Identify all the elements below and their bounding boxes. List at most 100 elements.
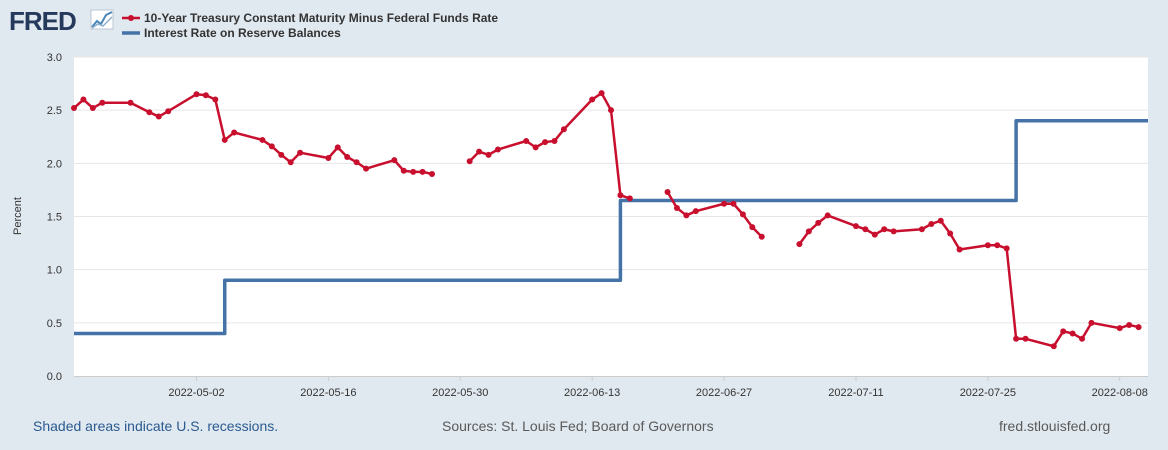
data-point (871, 231, 878, 238)
data-point (99, 99, 106, 106)
recession-note[interactable]: Shaded areas indicate U.S. recessions. (33, 418, 279, 434)
fred-logo-chart-icon (90, 9, 114, 30)
data-point (852, 223, 859, 230)
data-point (956, 246, 963, 253)
data-point (824, 212, 831, 219)
data-point (287, 159, 294, 166)
legend-item: Interest Rate on Reserve Balances (122, 26, 341, 40)
data-point (410, 168, 417, 175)
legend-item: 10-Year Treasury Constant Maturity Minus… (122, 11, 498, 25)
data-point (523, 138, 530, 145)
x-tick-label: 2022-05-30 (432, 387, 488, 399)
data-point (193, 91, 200, 98)
data-point (994, 242, 1001, 249)
data-point (165, 108, 172, 115)
legend-label: Interest Rate on Reserve Balances (144, 26, 341, 40)
data-point (202, 92, 209, 99)
data-point (476, 148, 483, 155)
site-url[interactable]: fred.stlouisfed.org (999, 418, 1111, 434)
data-point (608, 107, 614, 114)
data-point (532, 144, 539, 151)
data-point (928, 220, 935, 227)
legend-marker (128, 15, 134, 21)
series-reserve-rate (74, 119, 1148, 336)
sources-text: Sources: St. Louis Fed; Board of Governo… (442, 418, 714, 434)
data-point (626, 195, 633, 202)
data-point (683, 212, 690, 219)
y-tick-label: 1.0 (47, 265, 62, 277)
x-tick-label: 2022-06-13 (564, 387, 620, 399)
data-point (937, 217, 944, 224)
data-point (862, 226, 869, 233)
data-point (542, 139, 549, 146)
data-point (796, 241, 803, 248)
data-point (231, 129, 238, 136)
x-tick-label: 2022-07-25 (960, 387, 1016, 399)
data-point (212, 96, 219, 103)
data-point (1003, 245, 1010, 252)
data-point (485, 151, 492, 158)
data-point (1116, 325, 1123, 332)
data-point (984, 242, 991, 249)
y-tick-label: 2.5 (47, 105, 62, 117)
series-layer (71, 90, 1148, 350)
y-tick-label: 3.0 (47, 52, 62, 64)
data-point (80, 96, 87, 103)
data-point (890, 228, 897, 235)
data-point (466, 158, 473, 165)
data-point (692, 208, 699, 215)
data-point (146, 109, 153, 116)
data-point (429, 170, 435, 177)
y-tick-label: 1.5 (47, 212, 62, 224)
y-tick-label: 0.0 (47, 371, 62, 383)
fred-logo[interactable]: FRED (9, 6, 114, 36)
data-point (400, 167, 407, 174)
data-point (673, 204, 680, 211)
data-point (127, 99, 134, 106)
data-point (739, 211, 746, 218)
data-point (297, 149, 304, 156)
data-point (730, 200, 737, 207)
data-point (494, 146, 501, 153)
data-point (1126, 321, 1133, 328)
data-point (721, 200, 728, 207)
data-point (278, 151, 285, 158)
legend-label: 10-Year Treasury Constant Maturity Minus… (144, 11, 498, 25)
data-point (560, 126, 567, 133)
data-point (353, 159, 360, 166)
y-tick-label: 2.0 (47, 158, 62, 170)
data-point (71, 105, 77, 112)
series-line (74, 119, 1148, 336)
data-point (259, 136, 266, 143)
x-tick-label: 2022-06-27 (696, 387, 752, 399)
data-point (391, 157, 398, 164)
y-tick-label: 0.5 (47, 318, 62, 330)
data-point (325, 155, 332, 162)
x-axis-ticks: 2022-05-02 2022-05-16 2022-05-30 2022-06-13… (168, 376, 1148, 399)
data-point (344, 153, 351, 160)
data-point (363, 165, 370, 172)
fred-logo-text: FRED (9, 6, 76, 36)
data-point (268, 143, 275, 150)
data-point (617, 192, 624, 199)
data-point (1050, 343, 1057, 350)
x-tick-label: 2022-05-16 (300, 387, 356, 399)
data-point (155, 113, 162, 120)
data-point (805, 228, 812, 235)
data-point (749, 224, 756, 231)
legend: 10-Year Treasury Constant Maturity Minus… (122, 11, 498, 40)
x-tick-label: 2022-05-02 (168, 387, 224, 399)
data-point (1060, 328, 1067, 335)
y-axis-ticks: 0.0 0.5 1.0 1.5 2.0 2.5 3.0 (47, 52, 62, 383)
data-point (589, 96, 596, 103)
data-point (1088, 319, 1095, 326)
data-point (1013, 335, 1020, 342)
data-point (1069, 330, 1076, 337)
data-point (551, 138, 558, 145)
data-point (664, 189, 671, 196)
data-point (598, 90, 605, 97)
y-axis-label: Percent (12, 197, 24, 235)
data-point (758, 233, 765, 240)
data-point (881, 226, 888, 233)
